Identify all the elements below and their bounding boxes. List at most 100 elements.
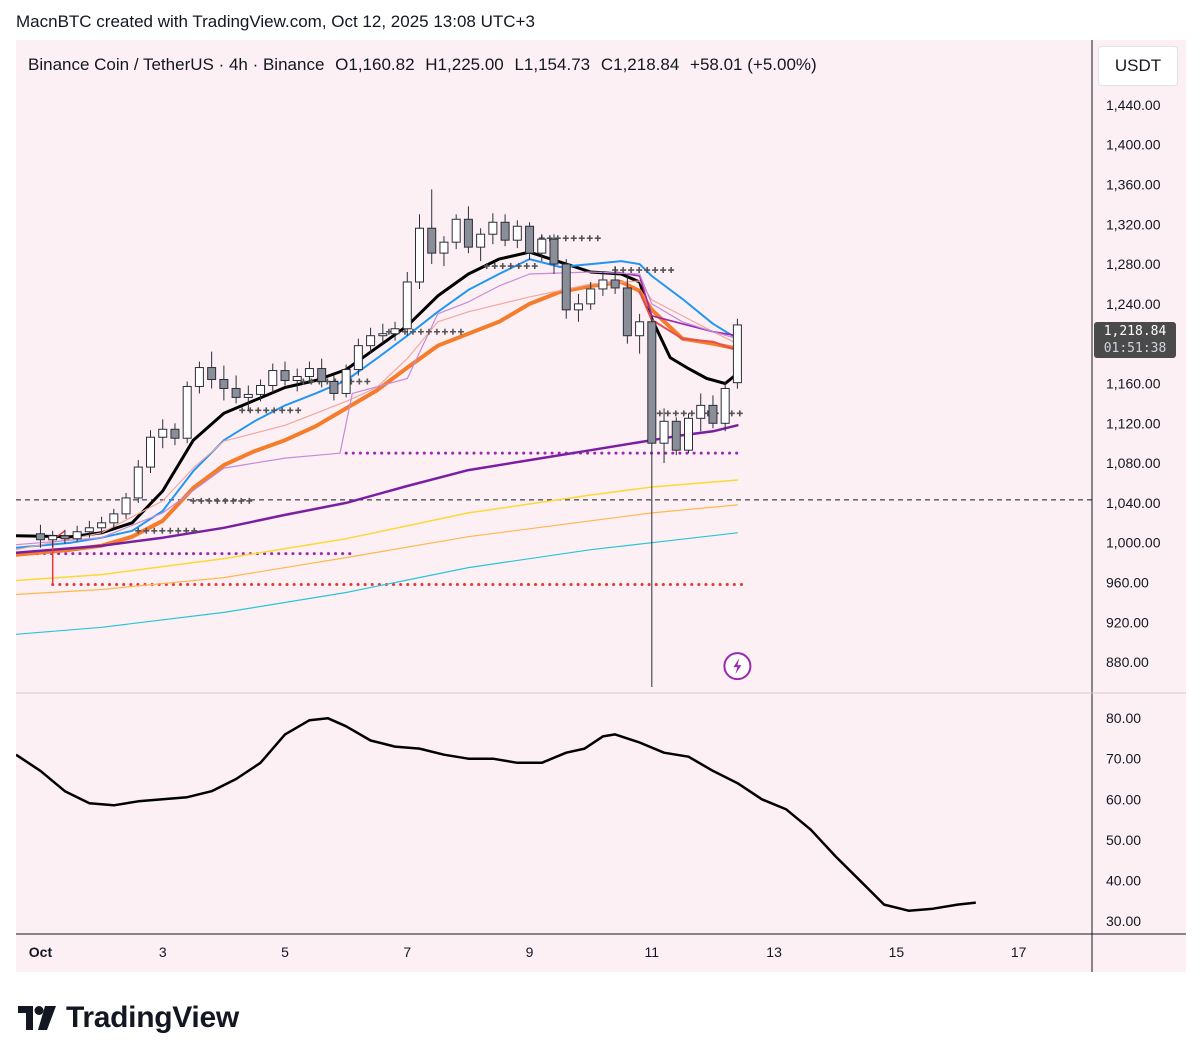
candle-body xyxy=(231,387,241,398)
candle-body xyxy=(182,385,192,439)
candle-26 xyxy=(353,338,363,376)
candle-body xyxy=(48,535,58,541)
candle-body xyxy=(671,420,681,451)
cross-marker xyxy=(159,527,166,534)
candle-body xyxy=(133,466,143,499)
candle-6 xyxy=(109,508,119,529)
candle-12 xyxy=(182,381,192,444)
cross-marker xyxy=(728,410,735,417)
candle-40 xyxy=(525,222,535,261)
cross-marker xyxy=(636,267,643,274)
candle-31 xyxy=(415,214,424,289)
candle-body xyxy=(341,369,351,394)
time-tick-label: 15 xyxy=(889,944,905,960)
cross-marker xyxy=(246,497,253,504)
candle-body xyxy=(451,218,461,243)
cross-marker xyxy=(300,378,307,385)
cross-marker xyxy=(672,410,679,417)
price-tick-label: 960.00 xyxy=(1106,575,1149,591)
cross-marker xyxy=(586,235,593,242)
candle-16 xyxy=(231,375,241,404)
candle-body xyxy=(500,221,510,241)
candle-4 xyxy=(84,520,94,538)
candle-24 xyxy=(329,375,339,401)
candle-body xyxy=(97,522,107,529)
cross-marker xyxy=(417,328,424,335)
candle-body xyxy=(378,333,388,337)
cross-marker xyxy=(499,263,506,270)
candle-body xyxy=(158,428,168,438)
candle-34 xyxy=(451,214,461,250)
cross-marker xyxy=(483,263,490,270)
cross-marker xyxy=(736,410,743,417)
candle-29 xyxy=(390,321,400,341)
candle-27 xyxy=(366,327,376,354)
candle-50 xyxy=(647,315,657,688)
candle-body xyxy=(366,335,376,347)
candle-body xyxy=(170,428,180,439)
candle-0 xyxy=(35,524,45,548)
candle-body xyxy=(476,233,486,248)
candle-body xyxy=(35,533,45,541)
candle-body xyxy=(256,384,266,395)
candle-body xyxy=(537,238,547,254)
bar-countdown: 01:51:38 xyxy=(1103,341,1167,356)
price-tick-label: 1,360.00 xyxy=(1106,176,1161,192)
cross-marker xyxy=(287,407,294,414)
candle-52 xyxy=(671,417,681,456)
ohlc-high: H1,225.00 xyxy=(425,55,504,74)
candle-body xyxy=(488,221,498,235)
candle-body xyxy=(292,376,302,382)
symbol-legend: Binance Coin / TetherUS · 4h · Binance O… xyxy=(28,55,823,75)
tradingview-logo[interactable]: TradingView xyxy=(18,998,239,1038)
cross-marker xyxy=(531,263,538,270)
candle-body xyxy=(268,370,278,386)
cross-marker xyxy=(656,410,663,417)
tradingview-logo-icon xyxy=(18,1006,56,1030)
price-tick-label: 1,040.00 xyxy=(1106,495,1161,511)
cross-marker-row-4 xyxy=(385,328,464,335)
oscillator-line xyxy=(16,716,976,912)
candle-body xyxy=(696,404,706,419)
cross-marker xyxy=(515,263,522,270)
time-tick-label: 5 xyxy=(281,944,289,960)
price-tick-label: 1,120.00 xyxy=(1106,415,1161,431)
candle-body xyxy=(598,279,608,290)
chart-attribution: MacnBTC created with TradingView.com, Oc… xyxy=(16,12,535,31)
candle-body xyxy=(109,513,119,524)
last-price-value: 1,218.84 xyxy=(1103,324,1167,339)
candle-15 xyxy=(219,365,229,401)
candle-49 xyxy=(635,313,645,354)
currency-button[interactable]: USDT xyxy=(1098,46,1178,86)
cross-marker xyxy=(279,407,286,414)
oscillator-tick-label: 30.00 xyxy=(1106,913,1141,929)
ohlc-close: C1,218.84 xyxy=(600,55,680,74)
symbol-name: Binance Coin / TetherUS · 4h · Binance xyxy=(28,55,325,74)
candle-17 xyxy=(243,385,253,412)
oscillator-tick-label: 80.00 xyxy=(1106,710,1141,726)
candle-1 xyxy=(48,530,58,547)
candle-38 xyxy=(500,214,510,247)
time-tick-label: 3 xyxy=(159,944,167,960)
chart-svg[interactable]: 1,440.00 1,400.00 1,360.00 1,320.00 1,280.00… xyxy=(16,40,1186,972)
chart-area[interactable]: 1,440.00 1,400.00 1,360.00 1,320.00 1,280.00… xyxy=(16,40,1186,972)
event-icon-bolt xyxy=(733,658,742,675)
price-tick-label: 1,320.00 xyxy=(1106,216,1161,232)
cross-marker-row-6 xyxy=(538,235,601,242)
candle-body xyxy=(72,531,82,540)
cross-marker xyxy=(457,328,464,335)
cross-marker xyxy=(562,235,569,242)
candle-54 xyxy=(696,393,706,432)
candle-body xyxy=(329,380,339,394)
time-tick-label: 17 xyxy=(1011,944,1027,960)
cross-marker xyxy=(425,328,432,335)
cross-marker xyxy=(688,410,695,417)
cross-marker xyxy=(507,263,514,270)
candle-39 xyxy=(512,220,522,249)
candle-13 xyxy=(194,361,204,394)
cross-marker xyxy=(190,497,197,504)
candle-47 xyxy=(610,266,620,294)
candle-19 xyxy=(268,363,278,393)
cross-marker xyxy=(668,267,675,274)
candle-51 xyxy=(659,408,669,464)
